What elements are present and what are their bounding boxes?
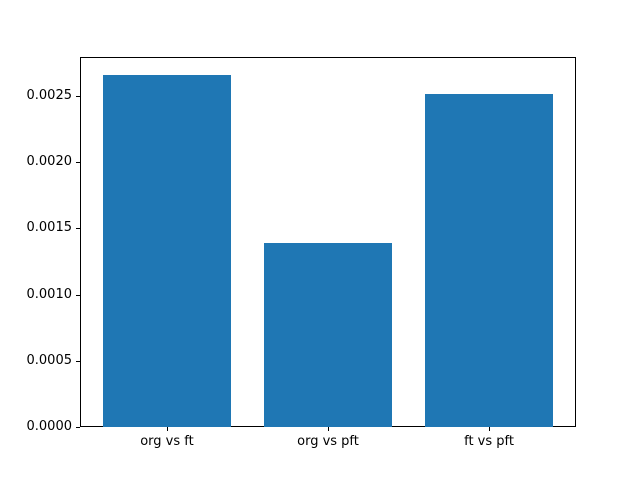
x-tick-mark-1 — [328, 427, 329, 431]
y-tick-label-2: 0.0010 — [26, 286, 73, 302]
y-tick-label-3: 0.0015 — [26, 220, 73, 236]
y-tick-mark-5 — [76, 95, 80, 97]
bar-2 — [424, 94, 554, 427]
bar-0 — [102, 74, 232, 427]
x-tick-label-1: org vs pft — [297, 434, 359, 449]
y-tick-mark-0 — [76, 427, 80, 428]
x-tick-label-0: org vs ft — [140, 434, 194, 449]
x-tick-mark-0 — [166, 427, 168, 431]
y-tick-label-0: 0.0000 — [26, 419, 73, 434]
x-tick-label-2: ft vs pft — [464, 434, 514, 449]
y-tick-mark-4 — [76, 162, 80, 164]
y-tick-label-4: 0.0020 — [26, 154, 73, 170]
bar-1 — [263, 242, 393, 427]
y-tick-mark-2 — [76, 294, 80, 296]
y-tick-label-1: 0.0005 — [26, 352, 73, 368]
x-tick-mark-2 — [489, 427, 491, 431]
y-tick-mark-1 — [76, 360, 80, 362]
y-tick-mark-3 — [76, 228, 80, 230]
y-tick-label-5: 0.0025 — [26, 87, 73, 103]
